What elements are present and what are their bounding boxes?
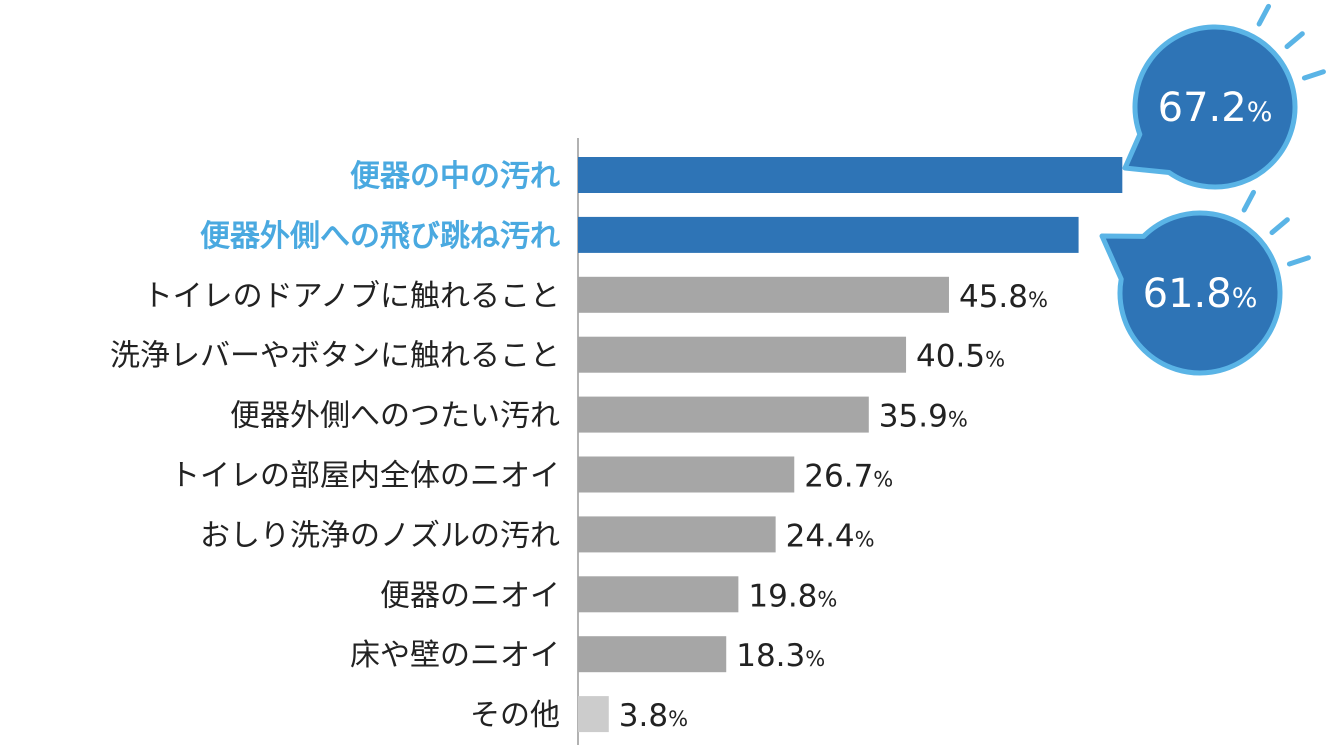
bar xyxy=(578,396,869,433)
category-label: おしり洗浄のノズルの汚れ xyxy=(200,518,560,553)
category-label: 床や壁のニオイ xyxy=(350,638,560,673)
sparkle-line xyxy=(1284,31,1305,50)
category-label: 洗浄レバーやボタンに触れること xyxy=(110,339,560,374)
callout-bubble: 67.2% xyxy=(1122,3,1326,190)
value-label: 18.3% xyxy=(736,638,825,674)
bar xyxy=(578,276,949,313)
value-label: 26.7% xyxy=(804,459,893,495)
category-label: トイレの部屋内全体のニオイ xyxy=(170,459,560,494)
value-label: 24.4% xyxy=(786,518,875,554)
category-label: 便器の中の汚れ xyxy=(350,159,560,194)
bar xyxy=(578,516,776,553)
bar xyxy=(578,216,1079,253)
value-label: 40.5% xyxy=(916,339,1005,375)
bubble-shape xyxy=(1099,210,1283,376)
sparkle-line xyxy=(1269,217,1290,236)
value-label: 3.8% xyxy=(619,698,688,734)
bar xyxy=(578,696,609,733)
category-label: トイレのドアノブに触れること xyxy=(143,279,560,314)
category-label: 便器外側への飛び跳ね汚れ xyxy=(200,219,560,254)
category-label: その他 xyxy=(470,698,560,733)
sparkle-line xyxy=(1256,3,1272,27)
sparkle-line xyxy=(1241,189,1257,213)
bar xyxy=(578,157,1123,193)
sparkle-line xyxy=(1286,255,1311,267)
bar xyxy=(578,636,727,673)
bar xyxy=(578,336,907,373)
bar xyxy=(578,576,739,613)
value-label: 45.8% xyxy=(959,279,1048,315)
value-label: 19.8% xyxy=(748,578,837,614)
bar xyxy=(578,456,795,493)
category-label: 便器外側へのつたい汚れ xyxy=(230,399,560,434)
value-label: 35.9% xyxy=(879,399,968,435)
sparkle-line xyxy=(1301,69,1326,81)
bubble-shape xyxy=(1122,24,1298,190)
callout-bubble: 61.8% xyxy=(1099,189,1311,376)
category-label: 便器のニオイ xyxy=(380,578,560,613)
